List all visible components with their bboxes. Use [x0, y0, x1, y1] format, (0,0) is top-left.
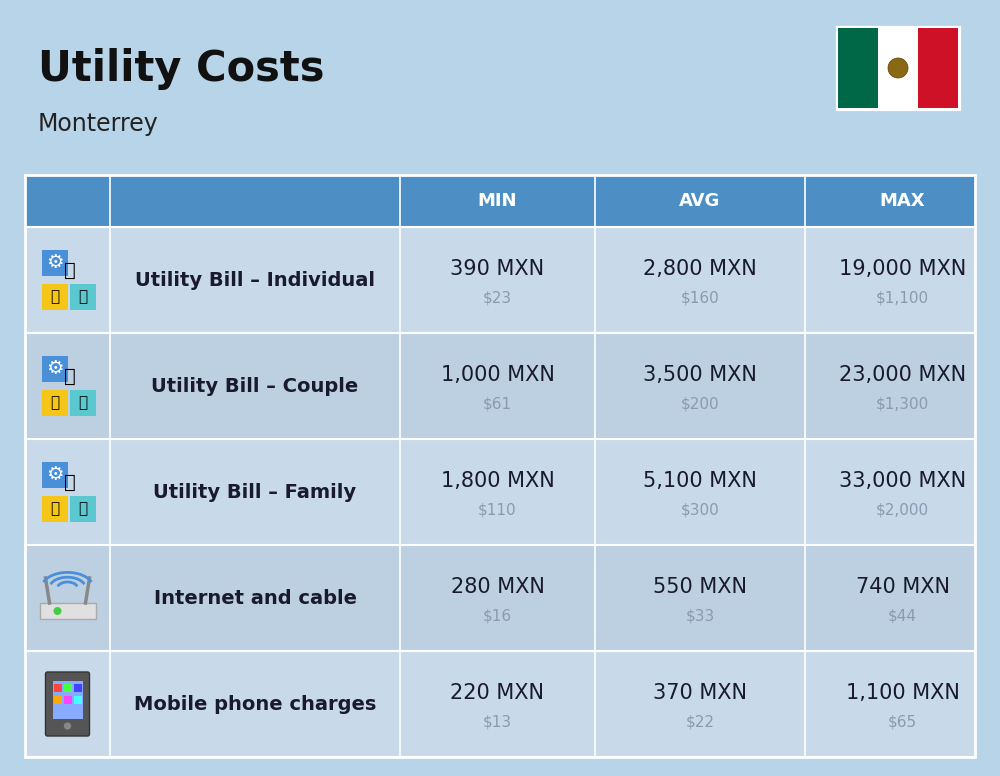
Bar [918, 28, 958, 108]
Bar [25, 175, 975, 757]
Bar [25, 175, 975, 227]
Text: $65: $65 [888, 715, 917, 729]
Text: ⚙: ⚙ [46, 254, 63, 272]
Bar [74, 684, 82, 692]
Bar [42, 284, 68, 310]
Text: MIN: MIN [478, 192, 517, 210]
Bar [835, 25, 961, 111]
Text: 🔧: 🔧 [78, 501, 87, 517]
Text: $1,100: $1,100 [876, 290, 929, 306]
Text: Monterrey: Monterrey [38, 112, 159, 136]
Text: $33: $33 [685, 608, 715, 624]
Text: 1,100 MXN: 1,100 MXN [846, 684, 959, 703]
Text: 1,800 MXN: 1,800 MXN [441, 471, 554, 491]
Text: MAX: MAX [880, 192, 925, 210]
Bar [838, 28, 878, 108]
Text: $1,300: $1,300 [876, 397, 929, 411]
Text: $23: $23 [483, 290, 512, 306]
Text: 1,000 MXN: 1,000 MXN [441, 365, 554, 386]
FancyBboxPatch shape [46, 672, 90, 736]
Text: $160: $160 [681, 290, 719, 306]
Text: $22: $22 [686, 715, 714, 729]
Text: AVG: AVG [679, 192, 721, 210]
Bar [70, 390, 96, 416]
Bar [25, 545, 975, 651]
Text: $16: $16 [483, 608, 512, 624]
Bar [878, 28, 918, 108]
Bar [70, 496, 96, 522]
Text: 19,000 MXN: 19,000 MXN [839, 259, 966, 279]
Bar [25, 651, 975, 757]
Text: 23,000 MXN: 23,000 MXN [839, 365, 966, 386]
Bar [74, 696, 82, 704]
Bar [64, 684, 72, 692]
Bar [42, 496, 68, 522]
Text: $44: $44 [888, 608, 917, 624]
Bar [42, 250, 68, 276]
Text: Utility Bill – Individual: Utility Bill – Individual [135, 271, 375, 289]
Text: Utility Bill – Couple: Utility Bill – Couple [151, 376, 359, 396]
Text: 🧍: 🧍 [64, 366, 75, 386]
Text: $13: $13 [483, 715, 512, 729]
Text: 🔧: 🔧 [78, 396, 87, 411]
Bar [54, 696, 62, 704]
Text: ⚙: ⚙ [46, 359, 63, 379]
Bar [40, 603, 96, 619]
Bar [64, 696, 72, 704]
Text: 🔌: 🔌 [50, 501, 59, 517]
Text: 🔌: 🔌 [50, 289, 59, 304]
Text: 220 MXN: 220 MXN [450, 684, 544, 703]
Bar [42, 356, 68, 382]
Text: 🔧: 🔧 [78, 289, 87, 304]
Text: 2,800 MXN: 2,800 MXN [643, 259, 757, 279]
Text: Utility Costs: Utility Costs [38, 48, 324, 90]
Bar [54, 684, 62, 692]
Text: $61: $61 [483, 397, 512, 411]
Bar [42, 462, 68, 488]
Text: 390 MXN: 390 MXN [450, 259, 545, 279]
Text: Mobile phone charges: Mobile phone charges [134, 695, 376, 713]
Text: 5,100 MXN: 5,100 MXN [643, 471, 757, 491]
Bar [25, 439, 975, 545]
Text: 3,500 MXN: 3,500 MXN [643, 365, 757, 386]
Text: 🧍: 🧍 [64, 473, 75, 491]
Text: Utility Bill – Family: Utility Bill – Family [153, 483, 357, 501]
Text: $300: $300 [681, 503, 719, 518]
Bar [52, 681, 82, 719]
Bar [42, 390, 68, 416]
Text: 280 MXN: 280 MXN [451, 577, 544, 598]
Text: 370 MXN: 370 MXN [653, 684, 747, 703]
Text: 🔌: 🔌 [50, 396, 59, 411]
Bar [25, 227, 975, 333]
Circle shape [64, 722, 72, 730]
Text: $2,000: $2,000 [876, 503, 929, 518]
Text: 550 MXN: 550 MXN [653, 577, 747, 598]
Text: 740 MXN: 740 MXN [856, 577, 950, 598]
Bar [70, 284, 96, 310]
Text: ⚙: ⚙ [46, 466, 63, 484]
Circle shape [54, 607, 62, 615]
Bar [25, 333, 975, 439]
Text: $110: $110 [478, 503, 517, 518]
Text: 33,000 MXN: 33,000 MXN [839, 471, 966, 491]
Text: $200: $200 [681, 397, 719, 411]
Circle shape [888, 58, 908, 78]
Text: 🧍: 🧍 [64, 261, 75, 279]
Text: Internet and cable: Internet and cable [154, 588, 356, 608]
